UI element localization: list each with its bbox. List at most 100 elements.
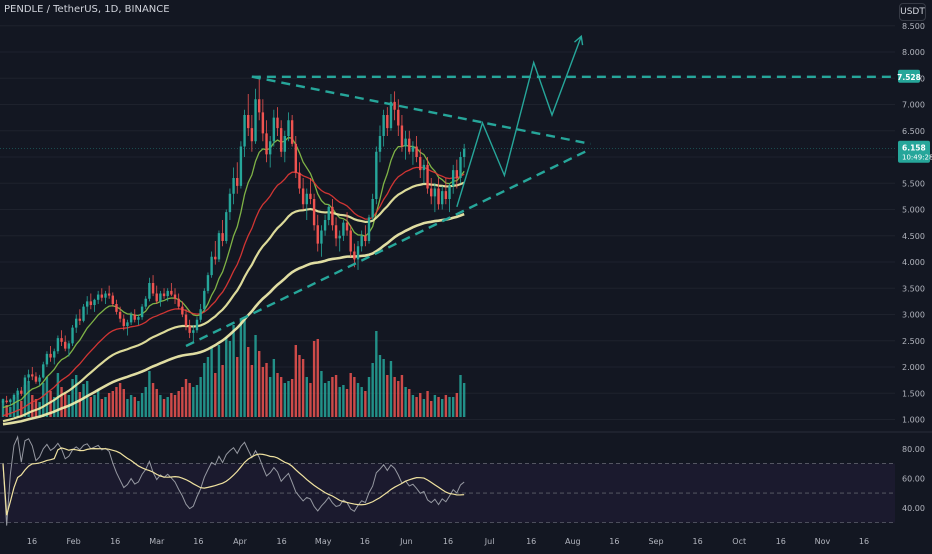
- candle-body: [82, 306, 85, 321]
- volume-bar: [206, 357, 210, 417]
- currency-button[interactable]: USDT: [899, 3, 926, 21]
- volume-bar: [261, 367, 265, 417]
- candle-body: [287, 120, 290, 136]
- volume-bar: [316, 339, 319, 417]
- price-tick-label: 5.500: [902, 179, 925, 188]
- candle-body: [42, 364, 45, 378]
- candle-body: [400, 125, 404, 147]
- candle-body: [188, 326, 191, 333]
- volume-bar: [411, 395, 415, 417]
- volume-bar: [236, 357, 239, 417]
- volume-bar: [195, 385, 199, 417]
- candle-body: [122, 318, 125, 327]
- time-tick-label: Jul: [484, 537, 495, 546]
- volume-bar: [100, 399, 104, 417]
- candle-body: [448, 185, 451, 199]
- candle-body: [426, 164, 429, 189]
- volume-bar: [386, 375, 389, 417]
- volume-bar: [162, 399, 166, 417]
- volume-bar: [16, 393, 19, 417]
- volume-bar: [441, 399, 444, 417]
- volume-bar: [133, 397, 136, 417]
- price-tick-label: 3.500: [902, 284, 925, 293]
- volume-bar: [419, 393, 422, 417]
- candle-body: [430, 188, 433, 197]
- candle-body: [265, 133, 268, 155]
- volume-bar: [353, 377, 356, 417]
- candle-body: [331, 206, 334, 226]
- candle-body: [133, 314, 136, 320]
- ema-mid-line: [2, 166, 465, 417]
- candle-body: [71, 327, 74, 344]
- volume-bar: [342, 385, 345, 417]
- volume-bar: [173, 395, 177, 417]
- candle-body: [1, 400, 5, 403]
- volume-bar: [23, 385, 27, 417]
- candle-body: [5, 400, 8, 403]
- volume-bar: [455, 393, 459, 417]
- candle-body: [129, 314, 133, 323]
- time-tick-label: 16: [693, 537, 703, 546]
- volume-bar: [27, 381, 30, 417]
- price-tick-label: 6.500: [902, 127, 925, 136]
- candle-body: [316, 225, 319, 244]
- candle-body: [444, 191, 448, 199]
- volume-bar: [115, 387, 118, 417]
- price-tick-label: 4.500: [902, 232, 925, 241]
- time-tick-label: 16: [360, 537, 370, 546]
- volume-bar: [45, 377, 49, 417]
- volume-bar: [148, 371, 151, 417]
- candle-body: [345, 222, 349, 231]
- time-tick-label: May: [315, 537, 332, 546]
- volume-bar: [199, 377, 202, 417]
- volume-bar: [155, 389, 158, 417]
- candle-body: [20, 390, 23, 394]
- volume-bar: [279, 377, 283, 417]
- candle-body: [422, 164, 426, 171]
- candle-body: [64, 341, 67, 349]
- candle-body: [371, 199, 374, 218]
- candle-body: [327, 206, 330, 220]
- candle-body: [75, 318, 78, 328]
- candle-body: [85, 301, 89, 307]
- candle-body: [27, 374, 30, 378]
- candle-body: [279, 128, 283, 152]
- volume-bar: [129, 395, 133, 417]
- ema-long-line: [2, 212, 465, 426]
- candle-body: [38, 377, 41, 382]
- candle-body: [210, 256, 213, 276]
- volume-bar: [126, 399, 129, 417]
- candle-body: [419, 157, 422, 171]
- volume-bar: [408, 389, 411, 417]
- candle-body: [382, 115, 385, 136]
- time-tick-label: Sep: [648, 537, 663, 546]
- volume-bar: [56, 373, 60, 417]
- time-tick-label: 16: [443, 537, 453, 546]
- volume-bar: [268, 377, 272, 417]
- candle-body: [261, 112, 265, 134]
- price-tick-label: 1.000: [902, 416, 925, 425]
- volume-bar: [444, 395, 448, 417]
- candle-body: [433, 188, 437, 197]
- volume-bar: [192, 387, 195, 417]
- candle-body: [225, 212, 228, 241]
- time-tick-label: Jun: [399, 537, 413, 546]
- volume-bar: [349, 373, 352, 417]
- volume-bar: [140, 393, 144, 417]
- volume-bar: [96, 389, 100, 417]
- time-tick-label: 16: [776, 537, 786, 546]
- volume-bar: [415, 397, 418, 417]
- candle-body: [247, 115, 250, 129]
- rsi-panel: [0, 431, 932, 526]
- rsi-line: [2, 435, 465, 526]
- volume-bar: [232, 325, 235, 417]
- candle-body: [181, 306, 184, 315]
- volume-bar: [305, 377, 308, 417]
- volume-bar: [85, 381, 89, 417]
- volume-bar: [298, 355, 301, 417]
- volume-bar: [430, 401, 433, 417]
- volume-bar: [5, 405, 8, 417]
- candle-body: [9, 399, 12, 403]
